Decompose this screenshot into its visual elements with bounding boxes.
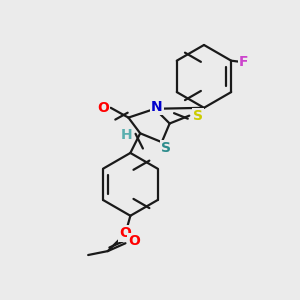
Text: N: N [151,100,163,114]
Text: S: S [161,141,171,155]
Text: O: O [128,234,140,248]
Text: F: F [239,55,249,69]
Text: S: S [193,109,203,123]
Text: O: O [97,101,109,115]
Text: H: H [121,128,132,142]
Text: O: O [119,226,131,240]
